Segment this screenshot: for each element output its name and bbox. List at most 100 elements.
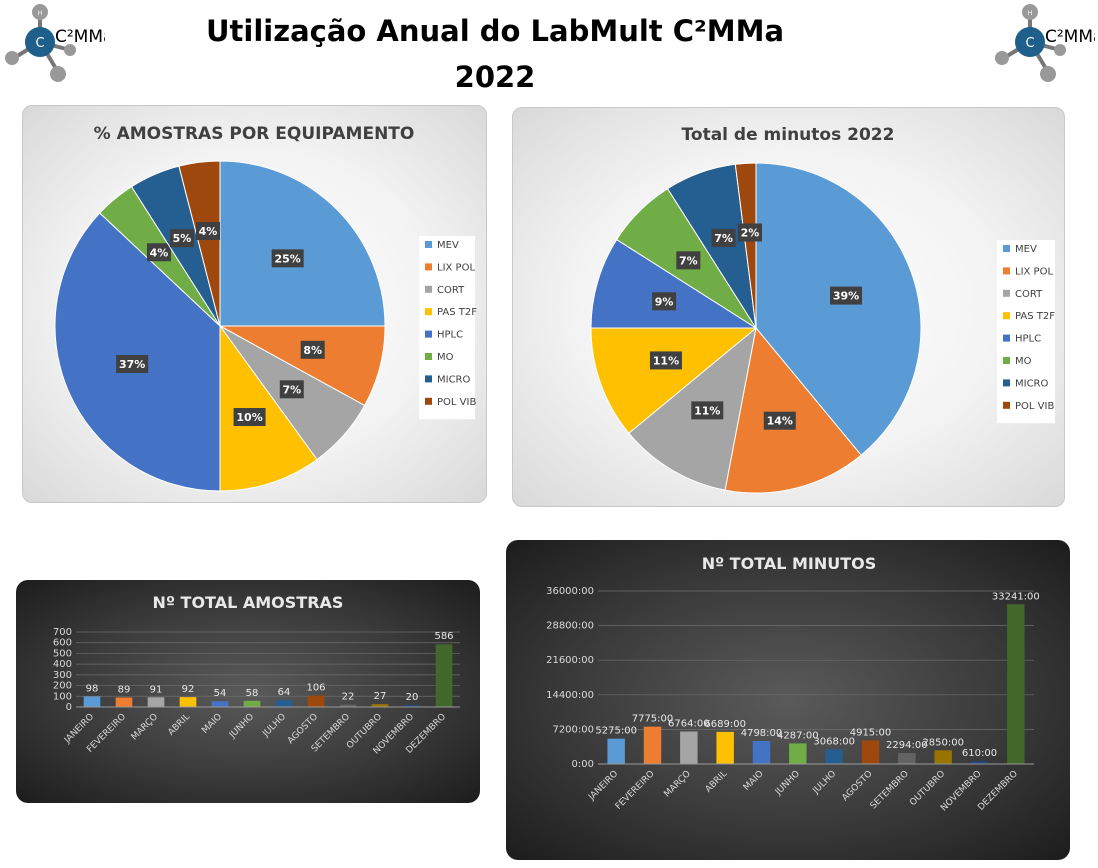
pie-slice-hplc bbox=[54, 212, 221, 492]
pie-slice-pol-vib bbox=[734, 162, 757, 329]
pie-label-mo: 4% bbox=[150, 246, 169, 259]
logo-left: C H C²MMa bbox=[5, 4, 105, 82]
bar-value-setembro: 2294:00 bbox=[886, 740, 928, 751]
pie-label-box bbox=[830, 286, 863, 305]
bar-junho bbox=[243, 700, 261, 707]
bar-abril bbox=[179, 697, 197, 707]
logo-text: C²MMa bbox=[1045, 27, 1095, 47]
bar-value-dezembro: 33241:00 bbox=[992, 591, 1040, 602]
pie-label-pol-vib: 2% bbox=[741, 226, 760, 239]
bar-value-marco: 91 bbox=[150, 684, 163, 695]
pie-label-box bbox=[279, 380, 304, 399]
page-title: Utilização Anual do LabMult C²MMa bbox=[205, 14, 785, 48]
pie-title: Total de minutos 2022 bbox=[682, 125, 895, 145]
x-tick-julho: JULHO bbox=[811, 769, 839, 797]
legend-swatch-pol-vib bbox=[425, 397, 432, 405]
legend-item-mev: MEV bbox=[437, 240, 459, 251]
bar-novembro bbox=[403, 704, 421, 707]
legend-swatch-micro bbox=[1003, 379, 1010, 387]
x-tick-agosto: AGOSTO bbox=[840, 769, 874, 803]
y-tick-label: 0:00 bbox=[572, 759, 594, 770]
logo-center-letter: C bbox=[35, 36, 44, 51]
bar-value-maio: 4798:00 bbox=[741, 728, 783, 739]
bar-junho bbox=[789, 743, 807, 764]
legend-swatch-mev bbox=[425, 241, 432, 248]
bar-julho bbox=[275, 700, 293, 707]
pie-label-box bbox=[676, 251, 701, 270]
pie-label-mo: 7% bbox=[679, 254, 698, 267]
bar-value-outubro: 27 bbox=[374, 691, 387, 702]
legend-item-mev: MEV bbox=[1015, 244, 1037, 255]
legend-item-pas-t2f: PAS T2F bbox=[437, 307, 477, 318]
bar-outubro bbox=[934, 750, 952, 764]
pie-label-box bbox=[300, 340, 325, 359]
pie-label-micro: 5% bbox=[173, 232, 192, 245]
x-tick-abril: ABRIL bbox=[704, 769, 730, 795]
pie-label-mev: 39% bbox=[833, 290, 859, 303]
pie-amostras-panel: % AMOSTRAS POR EQUIPAMENTO 25% 8% 7% 10% 37% 4… bbox=[22, 105, 487, 503]
bar-novembro bbox=[970, 761, 989, 764]
x-tick-marco: MARÇO bbox=[130, 712, 160, 742]
y-tick-label: 7200:00 bbox=[552, 724, 594, 735]
bar-janeiro bbox=[83, 696, 101, 707]
legend-swatch-cort bbox=[425, 285, 432, 293]
bar-abril bbox=[716, 731, 734, 764]
bar-value-maio: 54 bbox=[214, 688, 227, 699]
bar-janeiro bbox=[607, 738, 625, 764]
bar-amostras-panel: Nº TOTAL AMOSTRAS 0 100 200 300 400 500 600 700 9… bbox=[16, 580, 480, 803]
pie-label-box bbox=[763, 411, 796, 430]
pie-label-lix-pol: 14% bbox=[767, 415, 793, 428]
bar-value-agosto: 4915:00 bbox=[850, 727, 892, 738]
legend-item-mo: MO bbox=[437, 352, 454, 363]
bar-value-julho: 3068:00 bbox=[813, 736, 855, 747]
pie-label-box bbox=[652, 292, 677, 311]
y-tick-label: 200 bbox=[53, 681, 72, 692]
pie-slice-lix-pol bbox=[724, 326, 862, 494]
legend-swatch-micro bbox=[425, 375, 432, 383]
bar-fevereiro bbox=[643, 726, 662, 764]
bar-value-dezembro: 586 bbox=[434, 631, 453, 642]
legend-swatch-pas-t2f bbox=[1003, 312, 1010, 320]
y-tick-label: 36000:00 bbox=[546, 586, 594, 597]
pie-label-box bbox=[169, 229, 194, 248]
legend-item-pol-vib: POL VIB bbox=[437, 397, 476, 408]
pie-slice-pas-t2f bbox=[219, 324, 318, 492]
legend-item-lix-pol: LIX POL bbox=[437, 262, 475, 273]
legend-swatch-pas-t2f bbox=[425, 308, 432, 316]
legend-item-micro: MICRO bbox=[437, 374, 471, 385]
y-tick-label: 400 bbox=[53, 659, 72, 670]
y-tick-label: 300 bbox=[53, 670, 72, 681]
bar-value-janeiro: 98 bbox=[86, 684, 99, 695]
x-tick-abril: ABRIL bbox=[166, 712, 192, 738]
legend-swatch-mo bbox=[1003, 357, 1010, 364]
bar-setembro bbox=[898, 752, 916, 764]
x-tick-junho: JUNHO bbox=[773, 769, 802, 798]
bar-marco bbox=[147, 697, 165, 707]
bar-value-abril: 92 bbox=[182, 684, 195, 695]
pie-label-box bbox=[233, 408, 266, 427]
bar-value-agosto: 106 bbox=[306, 683, 325, 694]
pie-label-hplc: 37% bbox=[119, 358, 145, 371]
bar-value-junho: 58 bbox=[246, 688, 259, 699]
legend-swatch-mev bbox=[1003, 245, 1010, 252]
legend-swatch-hplc bbox=[1003, 334, 1010, 342]
pie-label-box bbox=[146, 243, 171, 262]
bar-value-outubro: 2850:00 bbox=[922, 737, 964, 748]
pie-label-micro: 7% bbox=[714, 232, 733, 245]
pie-label-box bbox=[649, 351, 682, 370]
bar-value-fevereiro: 89 bbox=[118, 684, 131, 695]
legend-item-pol-vib: POL VIB bbox=[1015, 401, 1054, 412]
y-tick-label: 100 bbox=[53, 691, 72, 702]
y-tick-label: 0 bbox=[66, 702, 72, 713]
logo-text: C²MMa bbox=[55, 27, 105, 47]
bar-setembro bbox=[339, 704, 357, 707]
legend-swatch-pol-vib bbox=[1003, 401, 1010, 409]
bar-minutos-chart: Nº TOTAL MINUTOS 0:00 7200:00 14400:00 21600… bbox=[546, 554, 1040, 813]
bar-agosto bbox=[861, 740, 880, 764]
pie-label-box bbox=[196, 222, 221, 241]
x-tick-junho: JUNHO bbox=[227, 712, 256, 741]
bar-julho bbox=[825, 749, 843, 764]
logo-center-letter: C bbox=[1025, 36, 1034, 51]
pie-label-mev: 25% bbox=[274, 252, 300, 265]
